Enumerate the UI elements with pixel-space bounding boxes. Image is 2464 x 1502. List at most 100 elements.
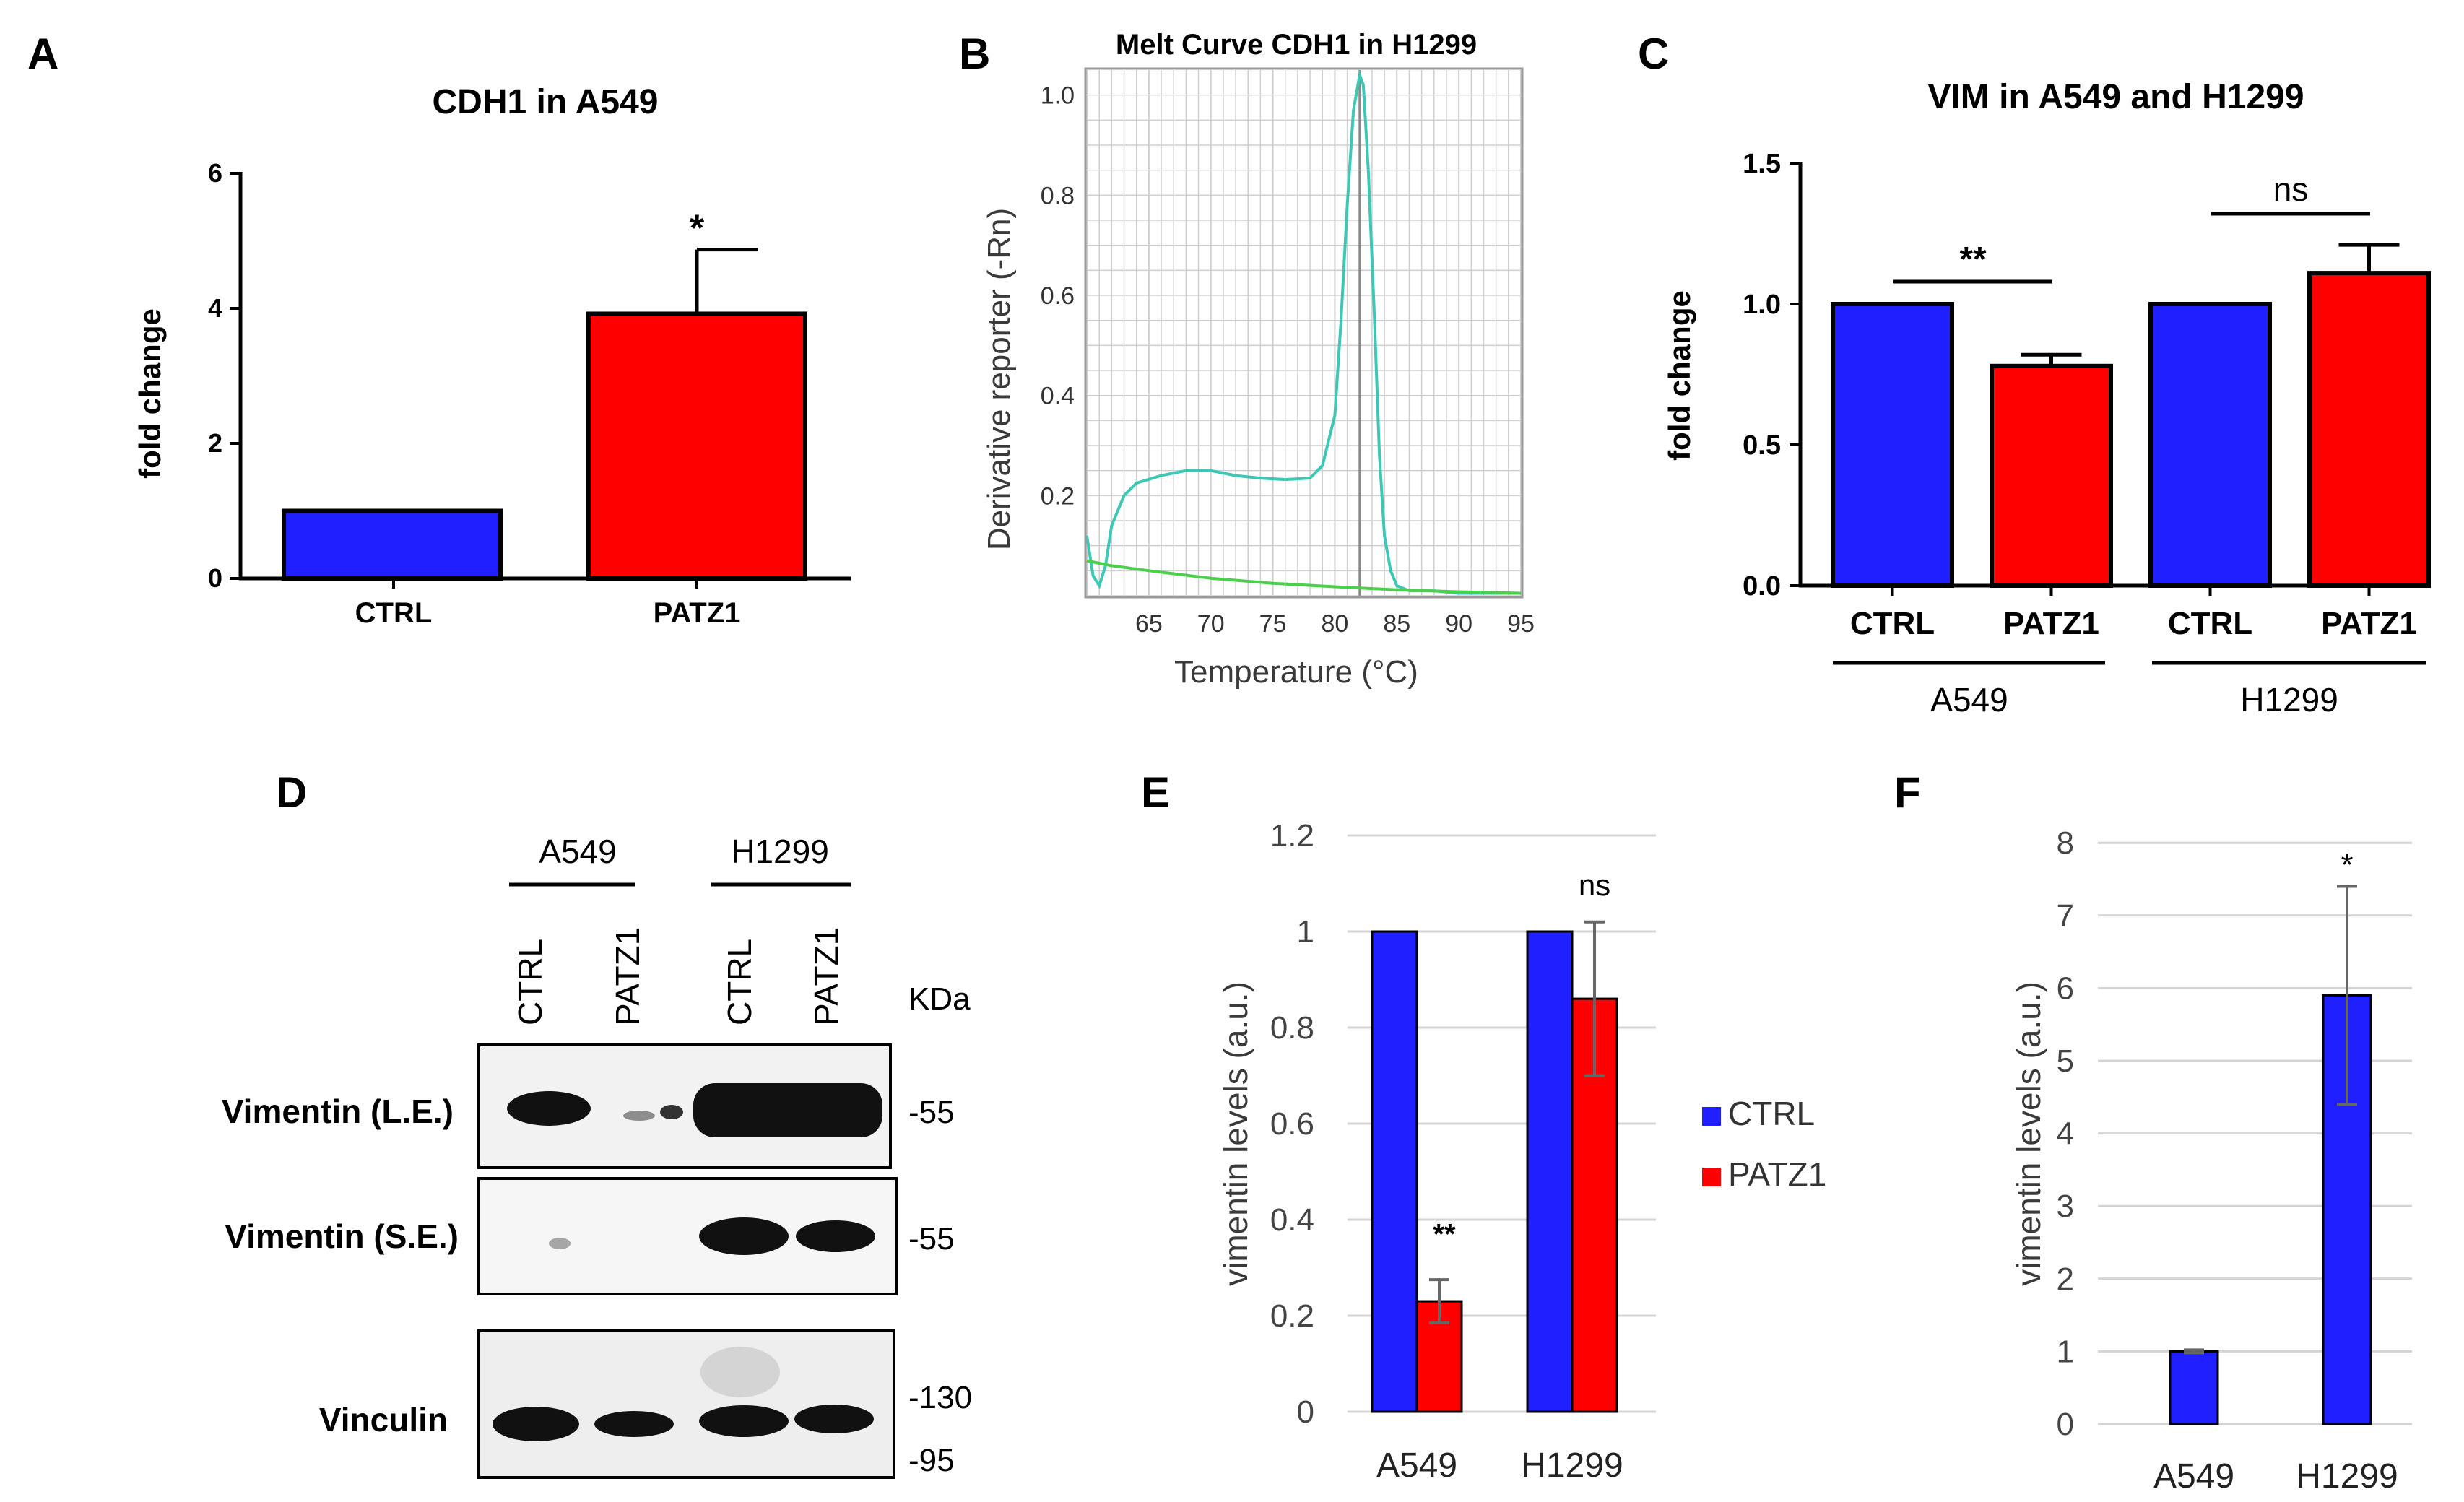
chart-c-y-tick-label: 0.0 [1743,571,1781,602]
panel-a: A CDH1 in A549 fold change 0 2 4 6 CTRL PATZ1… [27,30,851,629]
chart-a-bar [586,311,807,581]
panel-label-a: A [27,30,58,78]
chart-e-bar-ctrl [1526,930,1574,1413]
chart-b-x-tick-label: 65 [1135,610,1163,638]
chart-e-significance: ** [1433,1218,1456,1250]
chart-f-y-tick-label: 5 [2057,1043,2074,1079]
chart-a-significance: * [690,208,705,250]
chart-c-y-tick-label: 1.5 [1743,149,1781,179]
panel-d: D A549 H1299 CTRL PATZ1 CTRL PATZ1 KDa V… [222,768,972,1479]
chart-a-y-tick-label: 2 [208,428,222,458]
panel-b: B Melt Curve CDH1 in H1299 Derivative re… [959,29,1535,690]
chart-c-x-tick-label: CTRL [1850,606,1935,641]
chart-c-title: VIM in A549 and H1299 [1927,78,2304,116]
chart-f-ylabel: vimentin levels (a.u.) [2010,981,2047,1286]
chart-c-significance: ns [2273,170,2309,208]
chart-b-x-tick-label: 70 [1197,610,1225,638]
chart-b-y-tick-label: 0.8 [1041,182,1075,209]
blot-row-label-vimentin-se: Vimentin (S.E.) [225,1217,459,1255]
chart-a-x-tick-label: CTRL [355,597,433,629]
blot-lane-4: PATZ1 [807,927,845,1025]
blot-band [699,1405,789,1437]
chart-a-title: CDH1 in A549 [433,83,659,121]
chart-b-ylabel: Derivative reporter (-Rn) [981,208,1017,550]
chart-a-y-tick-label: 0 [208,563,222,593]
chart-c-y-tick-label: 1.0 [1743,290,1781,320]
chart-c-bar [1831,302,1954,588]
chart-f-x-tick-label: A549 [2153,1457,2234,1496]
chart-e-y-tick-label: 1.2 [1270,818,1314,854]
legend-label-patz1: PATZ1 [1728,1155,1826,1193]
blot-row-label-vinculin: Vinculin [319,1401,448,1438]
chart-a-marks: 0 2 4 6 CTRL PATZ1 * [208,158,807,629]
chart-a-y-tick-label: 6 [208,158,222,188]
chart-c-bar [2307,271,2431,588]
chart-a-y-tick-label: 4 [208,293,222,323]
chart-a-bar [282,508,503,581]
chart-f-y-tick-label: 1 [2057,1334,2074,1369]
chart-c-x-tick-label: PATZ1 [2003,606,2099,641]
chart-e-marks: 0 0.2 0.4 0.6 0.8 1 1.2 ** ns A549 H1299 [1270,818,1656,1485]
chart-f-bar [2169,1350,2219,1425]
chart-c-significance: ** [1959,240,1987,279]
blot-band [549,1238,571,1249]
blot-band [794,1405,874,1433]
legend-swatch-patz1 [1702,1168,1721,1186]
blot-membrane-3 [477,1329,895,1479]
blot-band [594,1411,674,1437]
blot-marker: -130 [908,1380,972,1415]
chart-b-y-tick-label: 0.4 [1041,383,1075,410]
legend-swatch-ctrl [1702,1107,1721,1126]
chart-f-significance: * [2341,848,2353,883]
chart-a-x-tick-label: PATZ1 [654,597,741,629]
chart-f-y-tick-label: 2 [2057,1262,2074,1297]
chart-e-y-tick-label: 1 [1297,914,1314,950]
chart-f-marks: 0 1 2 3 4 5 6 7 8 A549 * H1299 [2057,825,2412,1496]
chart-f-y-tick-label: 3 [2057,1189,2074,1224]
panel-c: C VIM in A549 and H1299 fold change 0.0 0… [1638,30,2431,719]
chart-b-marks: 0.2 0.4 0.6 0.8 1.0 65 70 75 80 85 90 95 [1041,69,1535,638]
chart-c-ylabel: fold change [1662,290,1696,461]
panel-label-c: C [1638,30,1669,78]
chart-b-frame [1084,67,1524,599]
blot-lane-3: CTRL [721,939,758,1025]
chart-e-y-tick-label: 0.8 [1270,1010,1314,1046]
chart-b-title: Melt Curve CDH1 in H1299 [1116,29,1477,61]
chart-f-y-tick-label: 0 [2057,1407,2074,1442]
blot-band [660,1105,683,1119]
blot-band [693,1083,882,1137]
chart-b-x-tick-label: 80 [1322,610,1349,638]
blot-marker: -55 [908,1095,955,1130]
chart-e-bar-ctrl [1371,930,1418,1413]
chart-b-y-tick-label: 0.6 [1041,282,1075,310]
chart-e-significance: ns [1579,868,1610,902]
blot-group-label-h1299: H1299 [731,833,829,870]
chart-b-y-tick-label: 1.0 [1041,82,1075,110]
panel-f: F vimentin levels (a.u.) 0 1 2 3 4 5 6 7 8 A549 * H… [1894,768,2412,1496]
blot-lane-2: PATZ1 [609,927,646,1025]
panel-label-f: F [1894,768,1921,817]
chart-b-series-cdh1 [1085,69,1521,595]
blot-marker: -95 [908,1443,955,1478]
chart-b-x-tick-label: 95 [1507,610,1535,638]
chart-e-y-tick-label: 0.4 [1270,1202,1314,1238]
panel-label-b: B [959,30,990,78]
chart-e-y-tick-label: 0.2 [1270,1298,1314,1334]
chart-f-y-tick-label: 6 [2057,971,2074,1006]
panel-label-e: E [1141,768,1170,817]
chart-f-y-tick-label: 8 [2057,825,2074,861]
chart-e-y-tick-label: 0.6 [1270,1106,1314,1142]
chart-c-y-tick-label: 0.5 [1743,430,1781,461]
chart-c-bar [1990,363,2113,588]
chart-e-y-tick-label: 0 [1297,1394,1314,1430]
blot-band [796,1220,875,1252]
blot-band [493,1407,579,1441]
chart-c-x-tick-label: CTRL [2168,606,2252,641]
blot-band [623,1111,655,1121]
blot-smear [700,1347,780,1397]
blot-unit-label: KDa [908,981,971,1017]
chart-f-x-tick-label: H1299 [2296,1457,2398,1496]
chart-f-y-tick-label: 7 [2057,898,2074,934]
chart-c-marks: 0.0 0.5 1.0 1.5 CTRL PATZ1 CTRL PATZ1 ** ns [1743,149,2431,641]
chart-b-x-tick-label: 75 [1259,610,1287,638]
